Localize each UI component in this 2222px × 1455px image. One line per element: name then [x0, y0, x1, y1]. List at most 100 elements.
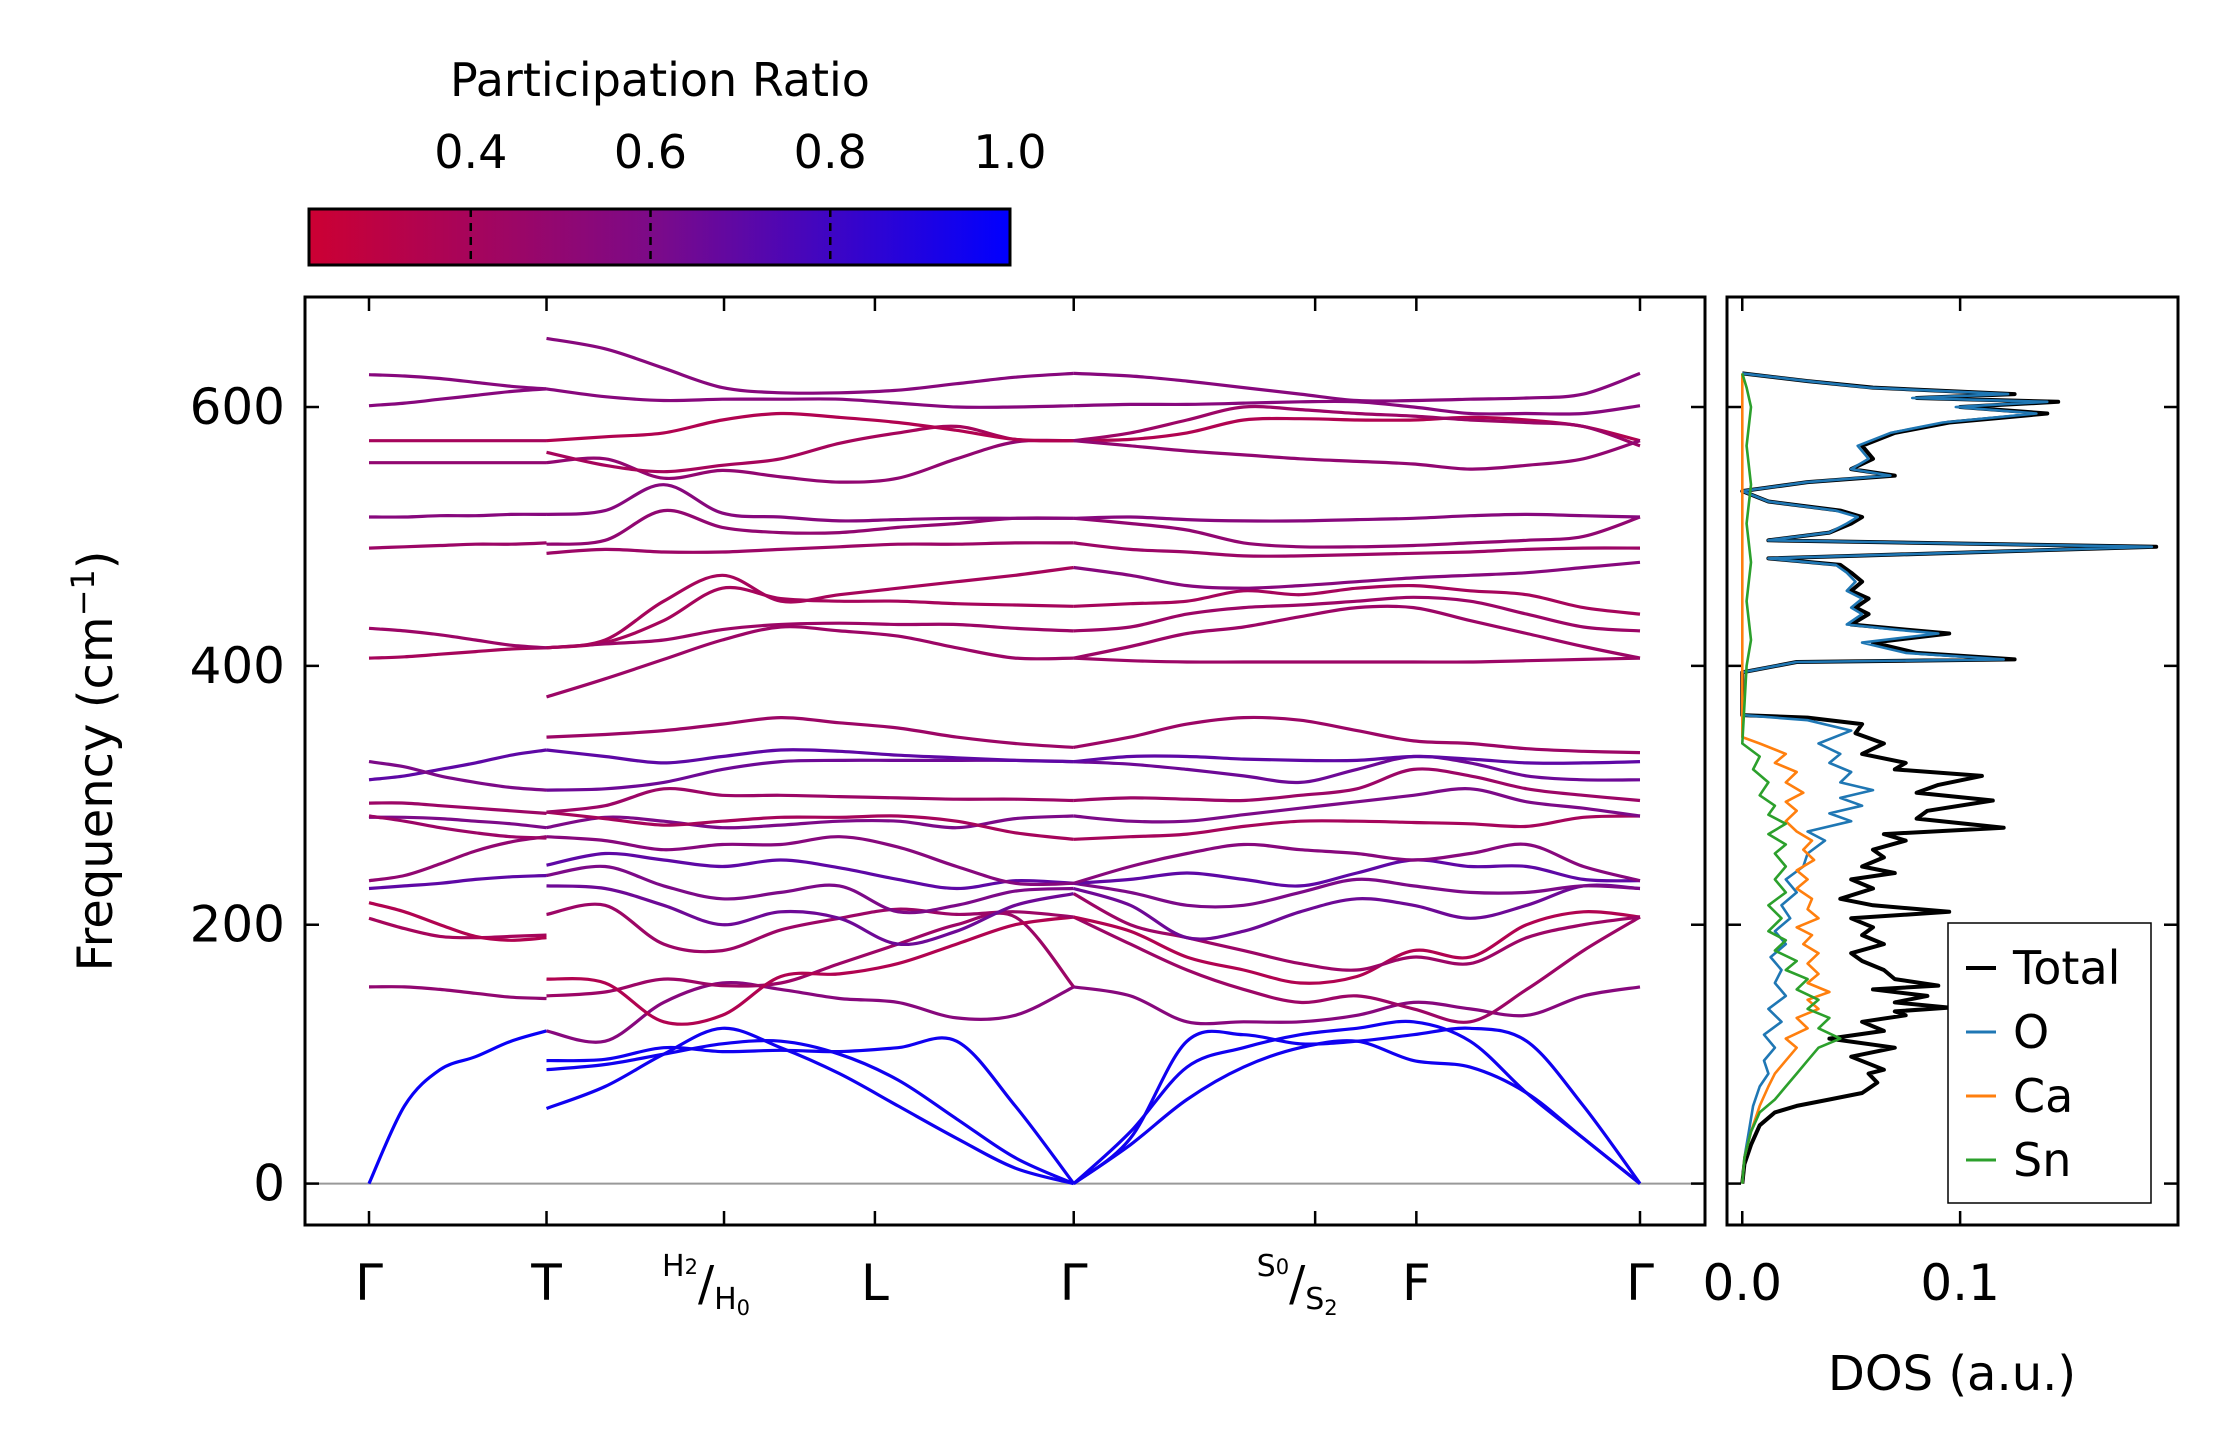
phonon-band [368, 815, 547, 830]
phonon-band [368, 646, 547, 660]
colorbar-tick-label: 1.0 [973, 125, 1046, 179]
phonon-band [1073, 604, 1641, 660]
band-structure-panel: 0 200 400 600 Γ T H2/H0 L Γ S0/S2 F Γ Frequency (c… [64, 295, 1707, 1320]
legend-label: O [2013, 1005, 2049, 1059]
phonon-band [1073, 415, 1641, 443]
phonon-band [1073, 439, 1641, 471]
k-point-label: Γ [355, 1254, 383, 1312]
phonon-band [546, 810, 1074, 841]
phonon-band [1073, 915, 1641, 1024]
phonon-band [1072, 1039, 1642, 1185]
phonon-band [1073, 512, 1641, 523]
y-tick-label: 200 [190, 896, 285, 954]
phonon-band [546, 814, 1074, 830]
colorbar-tick-label: 0.8 [794, 125, 867, 179]
phonon-band [546, 387, 1074, 409]
phonon-band [368, 760, 547, 792]
phonon-band [546, 902, 1074, 954]
band-y-axis-title: Frequency (cm−1) [64, 550, 124, 971]
phonon-band [546, 336, 1074, 395]
phonon-band [368, 835, 547, 883]
y-tick-label: 400 [190, 637, 285, 695]
phonon-band [1073, 910, 1641, 985]
phonon-band [1073, 515, 1641, 549]
phonon-band [1073, 814, 1641, 841]
k-point-label: T [530, 1254, 562, 1312]
phonon-band [546, 911, 1075, 998]
phonon-band [368, 916, 547, 940]
dos-axis-ticks: 0.0 0.1 [1702, 297, 2178, 1312]
phonon-band [368, 985, 547, 1001]
phonon-band [368, 541, 547, 550]
k-point-label: Γ [1626, 1254, 1654, 1312]
phonon-band [1073, 787, 1641, 824]
phonon-band [546, 621, 1074, 650]
k-point-label: H2/H0 [662, 1249, 750, 1320]
phonon-band [546, 715, 1074, 749]
phonon-band [546, 864, 1074, 915]
phonon-band [368, 748, 547, 782]
phonon-band [368, 814, 547, 840]
phonon-band [1073, 985, 1641, 1026]
phonon-band [368, 901, 547, 942]
phonon-band [546, 483, 1074, 523]
phonon-band [546, 980, 1075, 1044]
phonon-band [1073, 883, 1641, 941]
phonon-band [546, 851, 1074, 891]
dos-x-tick-label: 0.1 [1920, 1254, 2000, 1312]
phonon-band [546, 411, 1074, 443]
dos-panel: 0.0 0.1 DOS (a.u.) Total O Ca Sn [1702, 295, 2180, 1402]
k-point-label: F [1402, 1254, 1431, 1312]
colorbar-tick-label: 0.4 [434, 125, 507, 179]
phonon-band [1073, 754, 1641, 785]
phonon-band [1073, 541, 1641, 558]
phonon-band [546, 424, 1074, 474]
phonon-band [546, 541, 1074, 555]
phonon-band [1073, 754, 1641, 765]
phonon-band [546, 565, 1074, 650]
dos-x-axis-title: DOS (a.u.) [1828, 1346, 2076, 1402]
phonon-band [546, 758, 1074, 792]
legend: Total O Ca Sn [1947, 922, 2152, 1204]
phonon-band [546, 786, 1074, 814]
legend-entries: Total O Ca Sn [1966, 941, 2120, 1187]
phonon-band [546, 915, 1074, 1026]
phonon-band [546, 884, 1075, 947]
colorbar-gradient [307, 207, 1012, 267]
phonon-band [1073, 656, 1641, 664]
phonon-band [1073, 767, 1641, 803]
phonon-band [546, 835, 1074, 887]
y-tick-label: 0 [253, 1155, 285, 1213]
colorbar-label: Participation Ratio [450, 53, 870, 107]
band-x-axis: Γ T H2/H0 L Γ S0/S2 F Γ [355, 297, 1654, 1320]
phonon-band [1073, 842, 1641, 885]
k-point-label: Γ [1060, 1254, 1088, 1312]
k-point-label: L [861, 1254, 889, 1312]
phonon-band [546, 508, 1074, 546]
phonon-band [545, 1026, 1075, 1186]
phonon-band [1073, 877, 1641, 909]
phonon-band [1073, 595, 1641, 633]
legend-label: Sn [2013, 1133, 2071, 1187]
phonon-band [546, 1038, 1075, 1186]
colorbar-tick-label: 0.6 [614, 125, 687, 179]
phonon-band [546, 748, 1074, 765]
dos-x-tick-label: 0.0 [1702, 1254, 1782, 1312]
phonon-band [1073, 583, 1641, 616]
phonon-band [1073, 715, 1641, 755]
phonon-band [368, 801, 547, 815]
phonon-band [1073, 404, 1641, 448]
phonon-band [1072, 892, 1641, 972]
phonon-band [546, 1036, 1075, 1185]
dos-lines [1740, 371, 2159, 1184]
band-lines [305, 336, 1705, 1186]
phonon-band [546, 625, 1074, 699]
phonon-band [1073, 371, 1641, 403]
colorbar: Participation Ratio 0.4 0.6 0.8 1.0 [307, 53, 1047, 267]
phonon-band [1072, 1026, 1642, 1185]
dos-series-ca [1741, 373, 1831, 1184]
phonon-band [1073, 858, 1641, 888]
phonon-band [368, 873, 547, 891]
legend-label: Total [2012, 941, 2120, 995]
